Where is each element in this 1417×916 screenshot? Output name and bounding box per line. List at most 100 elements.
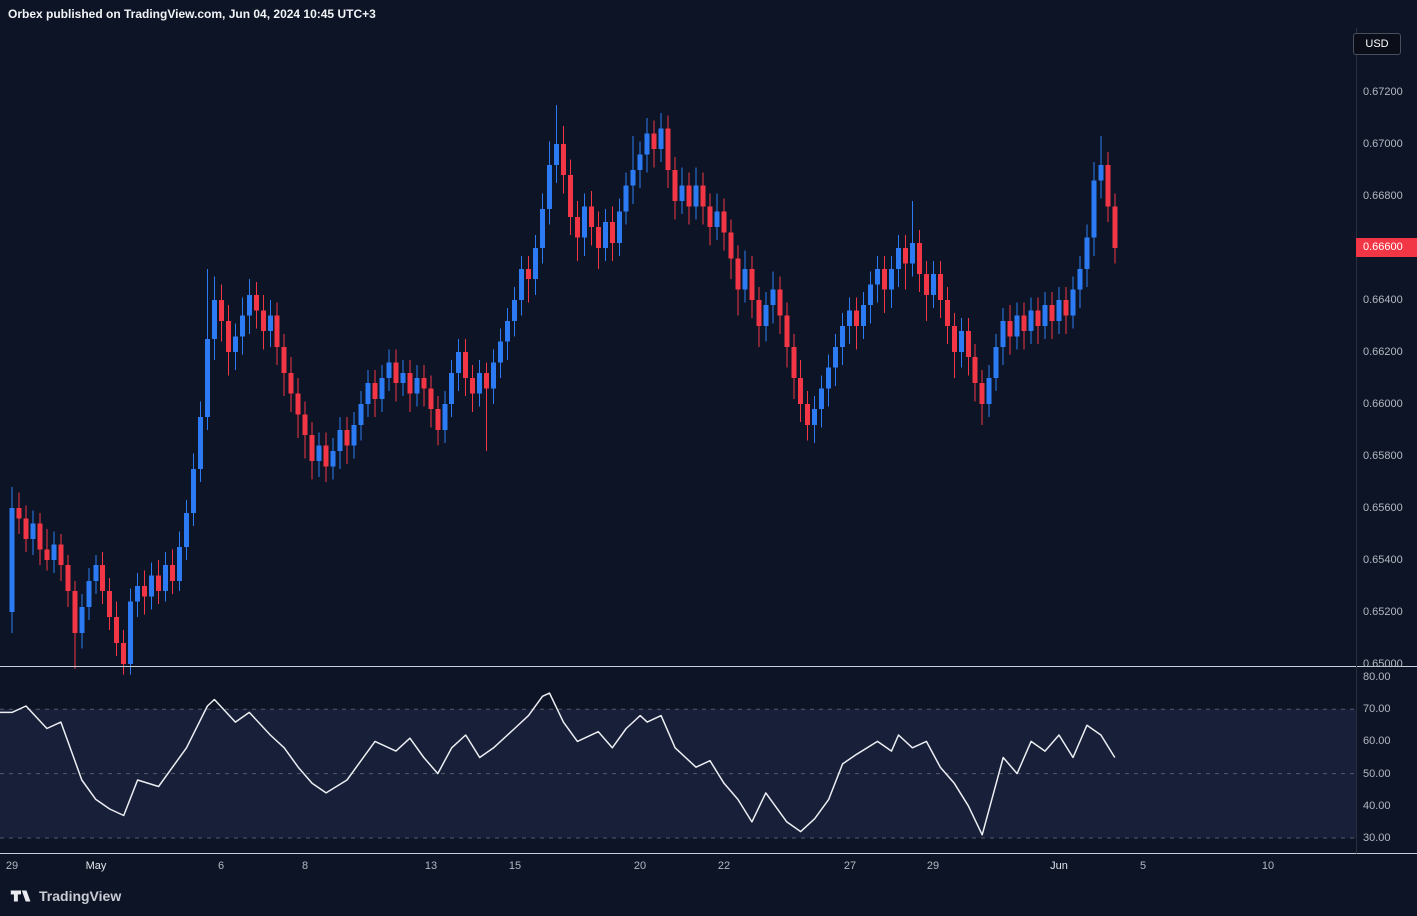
candle-up xyxy=(658,128,664,150)
candle-down xyxy=(372,383,378,399)
time-tick-label: 27 xyxy=(843,860,857,872)
candle-up xyxy=(868,284,873,306)
candle-up xyxy=(198,417,203,469)
candle-up xyxy=(644,133,650,155)
price-tick-label: 0.66200 xyxy=(1363,346,1403,358)
candle-down xyxy=(428,388,434,410)
candle-down xyxy=(170,565,175,581)
candle-down xyxy=(756,300,762,326)
candle-down xyxy=(526,268,531,280)
candle-down xyxy=(302,414,308,436)
time-tick-label: 22 xyxy=(717,860,731,872)
time-tick-label: 8 xyxy=(301,860,309,872)
rsi-tick-label: 40.00 xyxy=(1363,800,1391,812)
candle-up xyxy=(875,268,880,285)
candle-up xyxy=(819,388,825,410)
time-tick-month-label: Jun xyxy=(1050,860,1068,872)
candle-down xyxy=(672,170,678,202)
candle-down xyxy=(567,175,573,217)
price-tick-label: 0.67000 xyxy=(1363,138,1403,150)
candle-up xyxy=(191,469,196,514)
candle-up xyxy=(211,300,217,339)
candle-up xyxy=(239,315,245,337)
time-tick-label: 6 xyxy=(217,860,225,872)
candle-down xyxy=(1035,310,1041,326)
candle-up xyxy=(826,367,832,389)
currency-badge[interactable]: USD xyxy=(1353,33,1401,55)
candle-down xyxy=(23,518,29,540)
candle-down xyxy=(44,549,50,560)
candle-up xyxy=(770,289,776,306)
candle-down xyxy=(651,133,657,150)
candle-down xyxy=(1105,164,1111,207)
price-tick-label: 0.66800 xyxy=(1363,190,1403,202)
candle-down xyxy=(972,357,978,384)
candle-up xyxy=(763,305,769,326)
price-tick-label: 0.66000 xyxy=(1363,398,1403,410)
candle-down xyxy=(114,617,120,644)
candle-down xyxy=(484,372,490,389)
candle-down xyxy=(805,404,811,425)
candle-down xyxy=(721,211,727,233)
tradingview-brand-text[interactable]: TradingView xyxy=(39,888,122,904)
candle-down xyxy=(1112,206,1118,248)
candle-down xyxy=(951,326,957,352)
tradingview-logo-icon[interactable] xyxy=(10,885,32,907)
price-tick-label: 0.65000 xyxy=(1363,658,1403,670)
candle-up xyxy=(1000,320,1006,347)
candle-up xyxy=(9,508,15,612)
candle-down xyxy=(902,248,908,264)
candle-up xyxy=(616,211,622,243)
candle-down xyxy=(1063,300,1069,316)
candle-down xyxy=(218,300,224,321)
footer-branding: TradingView xyxy=(10,884,121,908)
candle-down xyxy=(749,268,755,300)
candle-up xyxy=(958,331,964,352)
candle-down xyxy=(156,575,162,592)
price-axis[interactable]: 0.67200 0.67000 0.66800 0.66600 0.66400 0.662… xyxy=(1356,28,1417,854)
time-tick-label: 29 xyxy=(5,860,19,872)
candle-up xyxy=(833,346,839,368)
price-tick-label: 0.65600 xyxy=(1363,502,1403,514)
rsi-tick-label: 50.00 xyxy=(1363,768,1391,780)
candle-down xyxy=(791,346,797,378)
candle-down xyxy=(1021,315,1027,332)
candle-up xyxy=(1077,268,1083,290)
candle-up xyxy=(986,378,992,404)
candle-up xyxy=(386,362,392,378)
candle-down xyxy=(225,320,231,352)
candle-up xyxy=(847,310,853,326)
candle-up xyxy=(861,305,867,326)
candle-up xyxy=(379,378,385,399)
candle-up xyxy=(547,164,552,209)
candle-down xyxy=(288,372,294,394)
candle-up xyxy=(1098,164,1104,181)
candle-up xyxy=(477,372,483,394)
candle-down xyxy=(574,216,580,238)
price-tick-label: 0.67200 xyxy=(1363,86,1403,98)
candle-down xyxy=(916,242,922,274)
candle-down xyxy=(463,352,469,378)
candle-down xyxy=(784,315,790,347)
candle-down xyxy=(944,300,950,326)
candle-up xyxy=(1028,310,1034,332)
last-price-label: 0.66600 xyxy=(1363,241,1403,253)
candle-up xyxy=(316,445,322,462)
candle-down xyxy=(107,591,113,618)
candle-up xyxy=(365,383,371,404)
candle-up xyxy=(512,300,518,321)
candle-up xyxy=(337,430,343,451)
price-tick-label: 0.66400 xyxy=(1363,294,1403,306)
candle-up xyxy=(204,339,210,417)
candle-up xyxy=(540,209,545,248)
candle-up xyxy=(79,606,85,633)
price-tick-label: 0.65800 xyxy=(1363,450,1403,462)
candle-down xyxy=(344,430,350,446)
time-axis[interactable]: 29 May 6 8 13 15 20 22 27 29 Jun 5 10 xyxy=(0,854,1417,880)
candle-down xyxy=(965,331,971,358)
candle-up xyxy=(581,206,587,238)
candle-up xyxy=(896,248,901,269)
candle-up xyxy=(498,341,504,363)
